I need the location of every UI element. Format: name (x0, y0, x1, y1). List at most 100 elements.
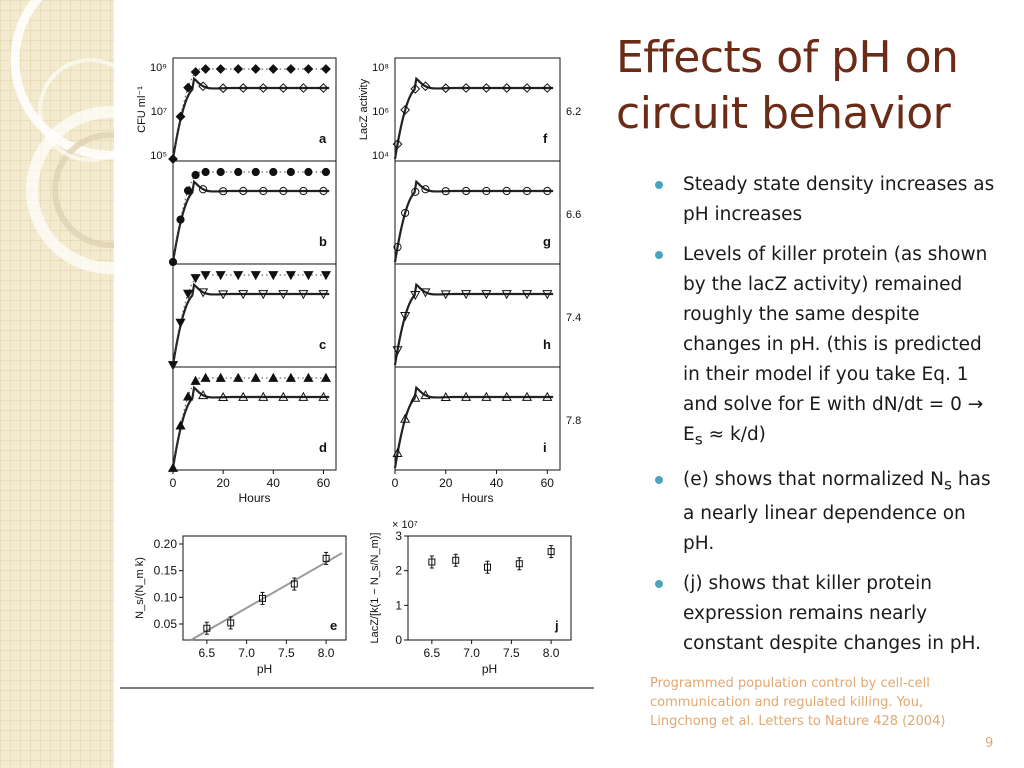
bullet-text: has a nearly linear dependence on pH. (683, 468, 991, 555)
data-point-filled-a (200, 64, 211, 74)
data-point-open-h (521, 290, 533, 300)
y-tick-label: 3 (395, 529, 402, 543)
data-point-open-i (440, 391, 451, 402)
fit-curve-c (171, 282, 330, 366)
data-point-open-a (298, 83, 309, 93)
data-point-open-d (238, 391, 249, 401)
data-point-filled-b (183, 186, 193, 195)
x-tick-label: 40 (490, 476, 504, 490)
data-point-open-f (542, 83, 553, 93)
data-point-e (322, 554, 330, 562)
fit-curve-h (393, 282, 554, 366)
data-point-filled-c (268, 271, 279, 281)
data-point-rise-g (393, 242, 402, 252)
bullet-item: (e) shows that normalized Ns has a nearl… (655, 465, 1000, 560)
y-tick-label: 0.05 (154, 617, 178, 631)
data-point-filled-c (175, 318, 186, 328)
data-point-filled-d (303, 372, 314, 382)
data-point-filled-c (285, 271, 296, 281)
data-point-rise-f (400, 105, 411, 115)
fit-line-e (190, 552, 343, 641)
x-tick-label: 7.0 (238, 646, 255, 660)
decorative-sidebar (0, 0, 114, 768)
data-point-open-g (441, 187, 450, 196)
data-point-filled-d (175, 420, 186, 430)
data-point-filled-b (176, 215, 185, 224)
panel-letter-a: a (319, 131, 327, 146)
x-axis-label: Hours (238, 491, 270, 505)
data-point-rise-f (410, 83, 421, 94)
x-axis-label: Hours (461, 491, 493, 505)
panel-letter-j: j (554, 618, 559, 633)
data-point-open-i (521, 391, 533, 401)
data-point-open-b (219, 187, 228, 196)
data-point-open-h (420, 288, 431, 298)
data-point-open-b (319, 186, 328, 196)
data-point-open-f (420, 81, 431, 92)
data-point-filled-b (251, 167, 260, 177)
bullet-text: Levels of killer protein (as shown by th… (683, 244, 988, 445)
subscript: s (944, 475, 953, 494)
figure: a b c d 0 20 40 60 Hours 10⁵ 10⁷ 10⁹ CFU ml⁻¹ f 6.2 g 6.… (118, 50, 598, 695)
data-point-open-c (238, 290, 249, 300)
page-number: 9 (985, 736, 994, 751)
ph-label-h: 7.4 (566, 312, 581, 324)
data-point-open-f (501, 83, 512, 93)
y-tick-label: 0.10 (154, 590, 178, 604)
data-point-j (515, 560, 523, 568)
data-point-filled-c (215, 271, 226, 281)
data-point-rise-i (410, 392, 421, 402)
data-point-open-f (522, 83, 532, 93)
data-point-open-i (501, 391, 512, 401)
data-point-filled-c (200, 271, 211, 281)
data-point-open-g (482, 186, 491, 196)
dotted-curve-a (172, 68, 330, 160)
x-axis-label: pH (482, 662, 497, 676)
x-tick-label: 8.0 (318, 646, 335, 660)
x-tick-label: 20 (439, 476, 453, 490)
bullet-item: (j) shows that killer protein expression… (655, 569, 1000, 659)
data-point-filled-a (250, 64, 261, 74)
data-point-filled-d (190, 375, 201, 385)
panel-letter-h: h (543, 337, 551, 352)
panel-frame-e (182, 535, 347, 641)
citation: Programmed population control by cell-ce… (650, 676, 946, 729)
data-point-e (227, 619, 235, 627)
x-tick-label: 7.5 (503, 646, 520, 660)
ph-label-f: 6.2 (566, 106, 581, 118)
data-point-open-g (502, 186, 511, 196)
data-point-filled-d (200, 372, 211, 382)
y-tick-label: 10⁵ (150, 150, 167, 162)
data-point-open-h (440, 290, 451, 300)
data-point-open-d (278, 391, 289, 401)
y-tick-label: 0.20 (154, 537, 178, 551)
data-point-open-b (299, 186, 308, 196)
panel-letter-i: i (543, 440, 547, 455)
data-point-filled-a (215, 64, 226, 74)
data-point-open-i (481, 391, 492, 401)
data-point-open-g (522, 186, 532, 196)
y-unit-label: × 10⁷ (392, 519, 418, 531)
data-point-rise-f (392, 139, 403, 150)
data-point-open-b (259, 186, 268, 196)
bullet-list: Steady state density increases as pH inc… (655, 170, 1000, 669)
data-point-rise-i (392, 447, 403, 457)
data-point-open-c (298, 290, 309, 300)
data-point-open-a (238, 83, 249, 93)
panel-frame-i (394, 366, 561, 471)
panel-frame-f (394, 57, 561, 162)
panel-frame-h (394, 263, 561, 368)
data-point-open-i (542, 391, 553, 401)
y-axis-label: LacZ activity (358, 78, 370, 140)
dotted-curve-b (172, 171, 330, 263)
data-point-filled-b (191, 170, 200, 180)
y-tick-label: 2 (395, 564, 402, 578)
x-tick-label: 6.5 (424, 646, 441, 660)
data-point-filled-a (233, 64, 244, 74)
y-axis-label: LacZ/[k(1 − N_s/N_m)] (369, 533, 381, 644)
x-tick-label: 40 (267, 476, 281, 490)
data-point-open-a (198, 81, 208, 92)
panel-letter-c: c (319, 337, 326, 352)
data-point-rise-h (392, 346, 403, 356)
